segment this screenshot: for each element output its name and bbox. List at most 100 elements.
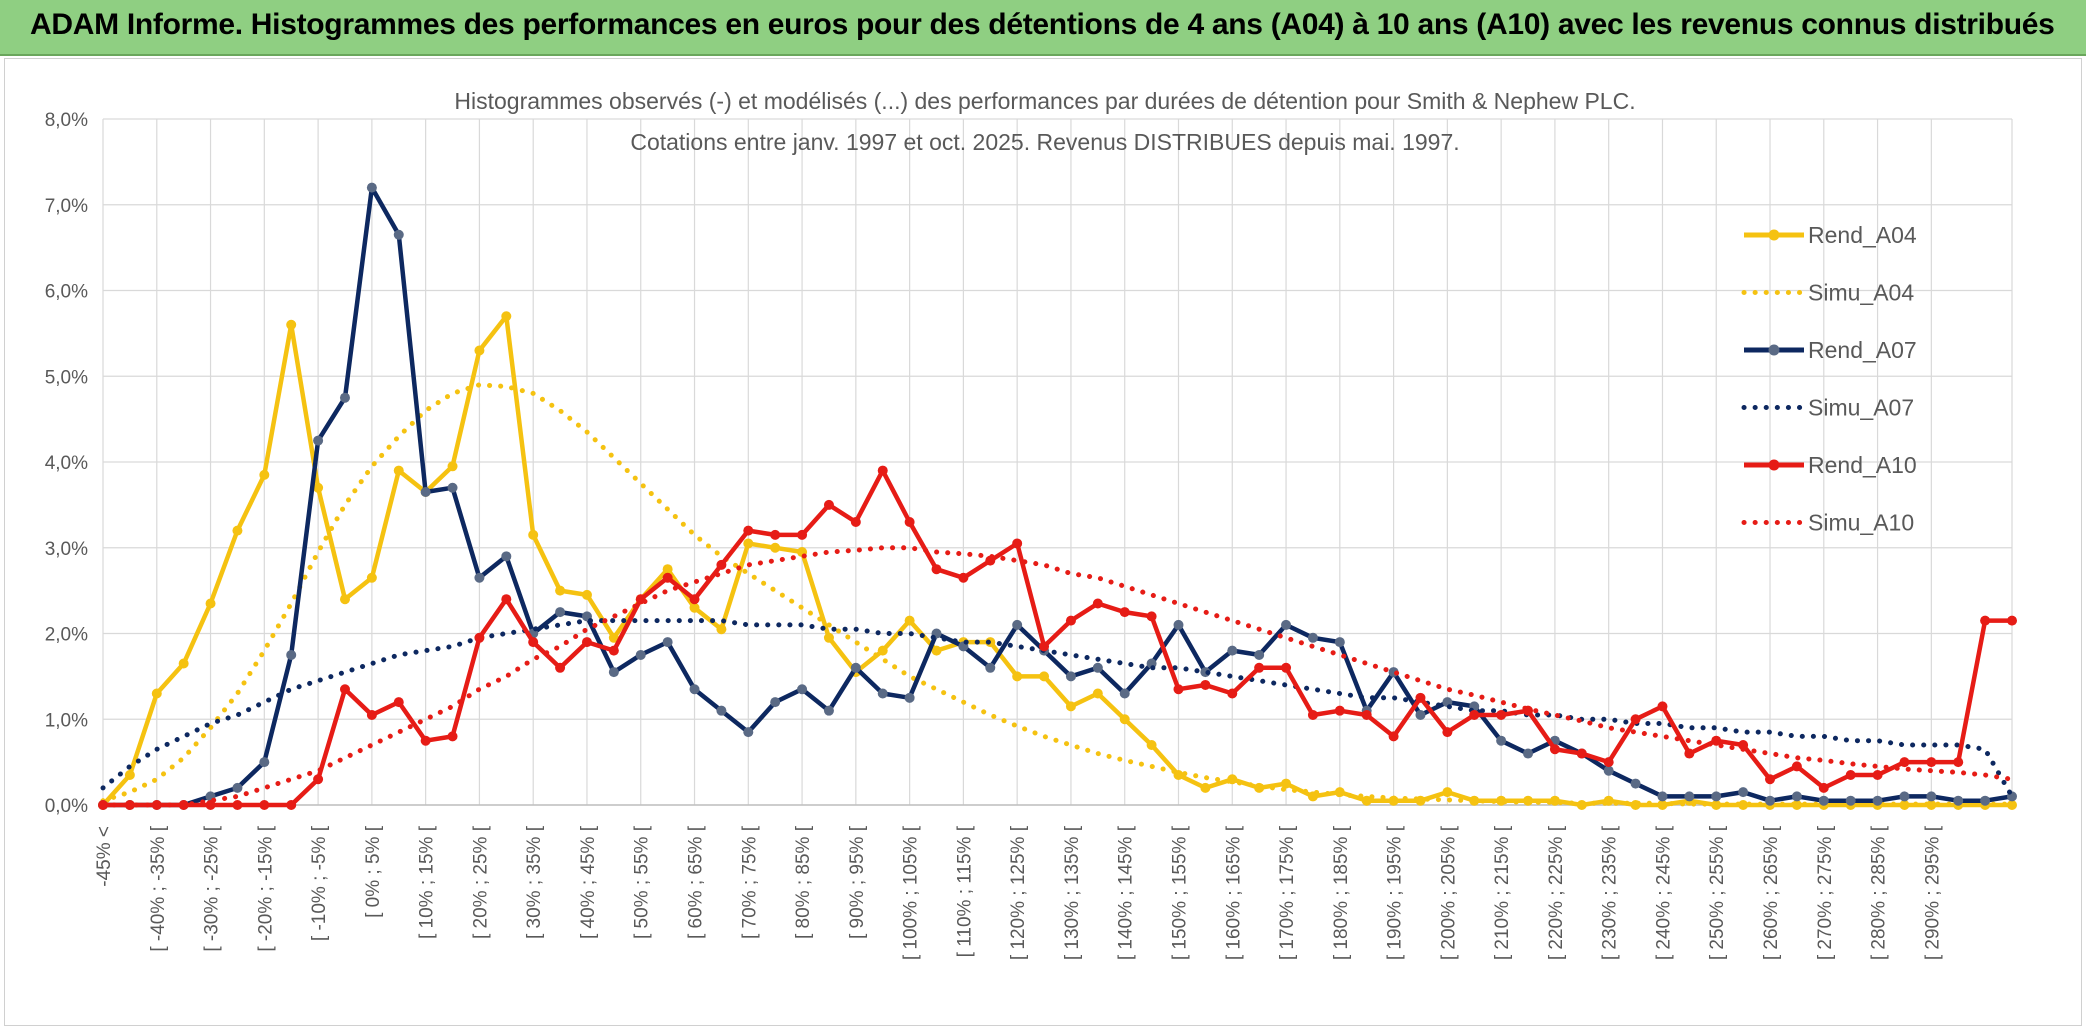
data-point <box>689 602 700 613</box>
data-point <box>1307 709 1318 720</box>
data-point <box>1926 800 1937 810</box>
y-tick-label: 0,0% <box>45 796 88 817</box>
data-point <box>1119 607 1130 618</box>
data-point <box>1361 795 1372 806</box>
data-point <box>689 594 700 605</box>
data-point <box>770 697 781 708</box>
x-tick-label: [ 40% ; 45% [ <box>578 825 599 939</box>
x-axis-ticks: -45% < [ -40% ; -35% [[ -30% ; -25% [[ -2… <box>94 825 1943 960</box>
data-point <box>555 585 566 596</box>
legend-marker <box>1768 344 1780 356</box>
data-point <box>743 538 754 549</box>
y-tick-label: 8,0% <box>45 110 88 131</box>
legend-item: Simu_A04 <box>1741 280 1914 306</box>
legend: Rend_A04 Simu_A04 Rend_A07 Simu_A07 Rend_A10… <box>1741 222 1917 536</box>
data-point <box>286 319 297 330</box>
data-point <box>232 525 243 536</box>
data-point <box>1818 782 1829 793</box>
data-point <box>1092 688 1103 699</box>
y-tick-label: 2,0% <box>45 625 88 646</box>
x-tick-label: [ 290% ; 295% [ <box>1922 825 1943 960</box>
data-point <box>635 649 646 660</box>
data-point <box>1012 619 1023 630</box>
data-point <box>797 529 808 540</box>
data-point <box>313 435 324 446</box>
data-point <box>1334 705 1345 716</box>
data-point <box>1980 795 1991 806</box>
data-point <box>877 465 888 476</box>
data-point <box>1119 714 1130 725</box>
data-point <box>1872 795 1883 806</box>
data-point <box>1549 744 1560 755</box>
data-point <box>474 345 485 356</box>
data-point <box>1469 709 1480 720</box>
x-tick-label: [ 110% ; 115% [ <box>954 825 975 957</box>
data-point <box>662 572 673 583</box>
data-point <box>339 392 350 403</box>
x-tick-label: [ 150% ; 155% [ <box>1169 825 1190 960</box>
data-point <box>1146 611 1157 622</box>
data-point <box>501 311 512 322</box>
data-point <box>393 697 404 708</box>
data-point <box>958 572 969 583</box>
data-point <box>1845 795 1856 806</box>
data-point <box>581 637 592 648</box>
data-point <box>447 482 458 493</box>
data-point <box>904 615 915 626</box>
x-tick-label: [ 140% ; 145% [ <box>1116 825 1137 960</box>
data-point <box>1200 782 1211 793</box>
data-point <box>339 594 350 605</box>
x-tick-label: [ 240% ; 245% [ <box>1653 825 1674 960</box>
data-point <box>823 632 834 643</box>
data-point <box>1684 748 1695 759</box>
series-simu-a10 <box>100 545 2015 808</box>
series-rend-a04 <box>98 311 2017 810</box>
data-point <box>743 525 754 536</box>
x-tick-label: [ 220% ; 225% [ <box>1546 825 1567 960</box>
data-point <box>823 705 834 716</box>
data-point <box>501 551 512 562</box>
x-tick-label: [ -40% ; -35% [ <box>148 825 169 951</box>
data-point <box>447 461 458 472</box>
data-point <box>1281 778 1292 789</box>
report-banner: ADAM Informe. Histogrammes des performan… <box>0 0 2086 56</box>
data-point <box>1926 791 1937 802</box>
x-tick-label: [ 10% ; 15% [ <box>417 825 438 939</box>
data-point <box>985 662 996 673</box>
data-point <box>366 709 377 720</box>
data-point <box>716 705 727 716</box>
legend-marker <box>1768 229 1780 241</box>
x-tick-label: [ 160% ; 165% [ <box>1223 825 1244 960</box>
data-point <box>1307 632 1318 643</box>
data-point <box>1549 795 1560 806</box>
data-point <box>1576 748 1587 759</box>
banner-title: ADAM Informe. Histogrammes des performan… <box>30 8 2055 41</box>
series-line <box>103 185 2013 808</box>
x-tick-label: -45% < <box>94 826 115 887</box>
data-point <box>608 645 619 656</box>
data-point <box>1039 671 1050 682</box>
data-point <box>1281 662 1292 673</box>
data-point <box>393 465 404 476</box>
data-point <box>850 517 861 528</box>
data-point <box>259 469 270 480</box>
data-point <box>662 564 673 575</box>
series-rend-a07 <box>98 182 2017 810</box>
x-tick-label: [ 180% ; 185% [ <box>1331 825 1352 960</box>
data-point <box>259 800 270 810</box>
series-lines <box>98 182 2017 810</box>
x-tick-label: [ 20% ; 25% [ <box>470 825 491 939</box>
data-point <box>1415 709 1426 720</box>
data-point <box>850 662 861 673</box>
data-point <box>1334 637 1345 648</box>
x-tick-label: [ 120% ; 125% [ <box>1008 825 1029 960</box>
x-tick-label: [ 130% ; 135% [ <box>1062 825 1083 960</box>
data-point <box>474 572 485 583</box>
data-point <box>555 607 566 618</box>
x-tick-label: [ -30% ; -25% [ <box>202 825 223 951</box>
data-point <box>931 645 942 656</box>
data-point <box>1872 769 1883 780</box>
data-point <box>232 782 243 793</box>
data-point <box>743 727 754 738</box>
